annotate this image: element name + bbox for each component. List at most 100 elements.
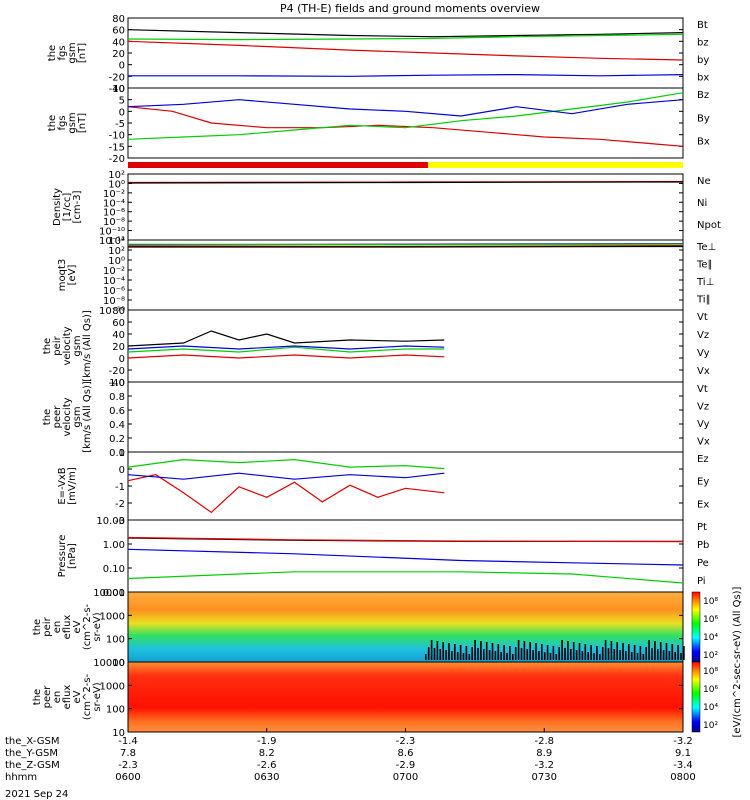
panel-7-ytick-label: 0 <box>119 465 125 476</box>
panel-1-legend-Bt: Bt <box>697 20 708 31</box>
panel-9-speckle <box>642 654 645 660</box>
xaxis-tick-label: -3.4 <box>673 760 693 771</box>
panel-1-ylabel: gsm <box>67 42 78 63</box>
panel-7-ytick-label: -3 <box>115 516 125 527</box>
panel-7-ylabel: [mV/m] <box>67 467 78 505</box>
panel-4-legend-Te∥: Te∥ <box>696 260 713 271</box>
panel-4-ytick-label: 10⁻⁸ <box>103 296 125 307</box>
panel-3-ylabel: Density <box>52 188 63 226</box>
panel-9-speckle <box>480 641 482 660</box>
panel-1-frame <box>127 17 684 89</box>
panel-9-colorbar-tick: 10⁴ <box>703 633 718 643</box>
panel-9-speckle <box>593 653 595 660</box>
panel-9-speckle <box>543 652 546 660</box>
panel-10-colorbar-tick: 10² <box>703 721 718 731</box>
xaxis-tick-label: -3.2 <box>673 736 693 747</box>
panel-9-speckle <box>497 644 500 660</box>
panel-9-speckle <box>491 643 494 660</box>
panel-9-speckle <box>454 644 456 660</box>
panel-9-speckle <box>462 653 465 660</box>
xaxis-tick-label: -2.8 <box>534 736 554 747</box>
panel-10-ylabel: peer <box>42 685 53 709</box>
panel-9-speckle <box>613 649 616 660</box>
date-label: 2021 Sep 24 <box>5 789 68 800</box>
panel-9-speckle <box>509 646 511 660</box>
xaxis-tick-label: -3.2 <box>534 760 554 771</box>
panel-9-speckle <box>546 645 549 660</box>
xaxis-row-label: the_X-GSM <box>5 736 59 747</box>
panel-6-legend-Vz: Vz <box>697 402 709 413</box>
panel-10-colorbar-tick: 10⁶ <box>703 685 718 695</box>
panel-9-speckle <box>636 653 639 660</box>
panel-2-ytick-label: 10 <box>112 84 125 95</box>
xaxis-tick-label: 0630 <box>254 772 279 783</box>
panel-9-speckle <box>581 651 584 660</box>
panel-3-ylabel: [1/cc] <box>62 193 73 222</box>
panel-9-speckle <box>607 648 610 660</box>
panel-9-speckle <box>555 654 558 660</box>
panel-7-series-Ez <box>127 474 445 514</box>
panel-5-ytick-label: -40 <box>109 378 125 389</box>
panel-9-ytick-label: 100 <box>106 635 125 646</box>
panel-9-speckle <box>657 649 659 660</box>
panel-4-ytick-label: 10² <box>108 246 125 257</box>
panel-9-speckle <box>451 651 453 660</box>
panel-3-ytick-label: 10⁰ <box>108 179 125 190</box>
xaxis-tick-label: 0600 <box>115 772 140 783</box>
panel-8-ylabel: [nPa] <box>67 543 78 569</box>
panel-9-speckle <box>619 650 621 660</box>
panel-1-ylabel: fgs <box>57 45 68 60</box>
panel-10-colorbar <box>691 661 701 733</box>
panel-9-ylabel: eV <box>72 620 83 633</box>
panel-2-ylabel: [nT] <box>77 113 88 133</box>
panel-9-speckle <box>520 648 523 660</box>
panel-9-speckle <box>529 642 531 660</box>
panel-9-speckle <box>549 653 552 660</box>
panel-9-speckle <box>445 650 447 660</box>
panel-9-speckle <box>633 645 636 660</box>
panel-4-legend-Ti∥: Ti∥ <box>696 295 711 306</box>
panel-5-ylabel: velocity <box>62 326 73 365</box>
panel-6-ylabel: the <box>42 409 53 425</box>
panel-9-speckle <box>503 645 505 660</box>
panel-8-legend-Pi: Pi <box>697 576 706 587</box>
panel-7-ytick-label: -1 <box>115 482 125 493</box>
panel-9-speckle <box>532 650 534 660</box>
panel-9-colorbar-tick: 10² <box>703 651 718 661</box>
panel-1-series-by <box>127 33 684 41</box>
panel-6-ytick-label: 0.6 <box>109 406 125 417</box>
panel-9-speckle <box>677 645 679 660</box>
panel-9-speckle <box>639 646 642 660</box>
panel-9-speckle <box>567 641 569 660</box>
panel-7-series-Ex <box>127 472 445 480</box>
panel-3-ytick-label: 10⁻² <box>103 189 125 200</box>
panel-9-speckle <box>512 654 514 660</box>
panel-10-ytick-label: 10000 <box>93 658 125 669</box>
panel-8-series-Pe <box>127 571 684 584</box>
panel-9-speckle <box>500 652 502 660</box>
panel-4-ytick-label: 10⁻² <box>103 266 125 277</box>
panel-10-ylabel: sr-eV) <box>92 682 103 711</box>
panel-8-ylabel: Pressure <box>57 535 68 578</box>
panel-9-speckle <box>425 654 427 660</box>
panel-6-ytick-label: 0.2 <box>109 434 125 445</box>
panel-4-ytick-label: 10⁻⁶ <box>103 286 125 297</box>
panel-9-speckle <box>459 645 462 660</box>
panel-9-speckle <box>558 647 560 660</box>
panel-6-ylabel: gsm <box>72 406 83 427</box>
panel-2-ylabel: fgs <box>57 115 68 130</box>
xaxis-row-label: the_Y-GSM <box>5 748 58 759</box>
panel-9-speckle <box>430 640 433 660</box>
panel-1-ytick-label: 20 <box>112 49 125 60</box>
panel-9-ylabel: sr-eV) <box>92 612 103 641</box>
panel-5-ylabel: peir <box>52 335 63 355</box>
panel-4-legend-Te⊥: Te⊥ <box>696 242 716 253</box>
panel-7-legend-Ex: Ex <box>697 499 709 510</box>
panel-9-ylabel: eflux <box>62 615 73 640</box>
xaxis-tick-label: 8.9 <box>536 748 552 759</box>
panel-9-ylabel: the <box>32 619 43 635</box>
panel-9-speckle <box>561 640 563 660</box>
panel-5-series-Vy <box>127 346 445 353</box>
panel-9-colorbar <box>691 591 701 663</box>
panel-8-ytick-label: 1.00 <box>103 540 125 551</box>
